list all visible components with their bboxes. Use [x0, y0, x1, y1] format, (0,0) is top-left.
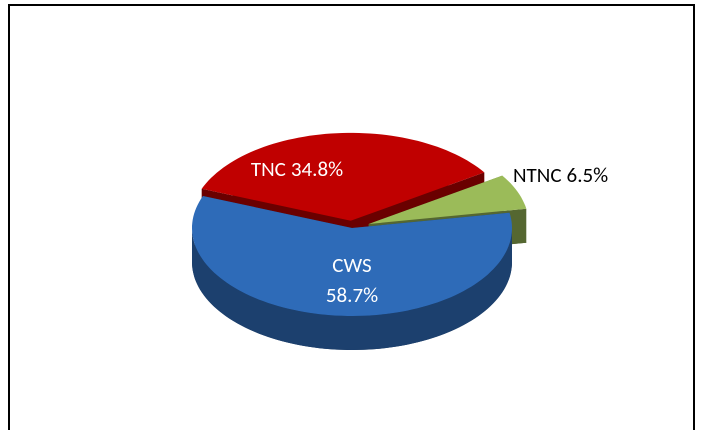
slice-category-label: TNC	[251, 156, 286, 182]
slice-side	[192, 228, 512, 350]
slice-value-label: 58.7%	[326, 282, 378, 308]
slice-value-label: 34.8%	[291, 156, 343, 182]
slice-category-label: CWS	[332, 252, 371, 278]
slice-category-label: NTNC	[513, 162, 562, 188]
slice	[368, 175, 527, 224]
slice-label: TNC 34.8%	[251, 156, 343, 182]
slice-group	[192, 196, 512, 350]
slice	[201, 132, 485, 221]
slice	[192, 196, 512, 316]
slice-value-label: 6.5%	[567, 162, 609, 188]
slice-label: NTNC 6.5%	[513, 162, 608, 188]
